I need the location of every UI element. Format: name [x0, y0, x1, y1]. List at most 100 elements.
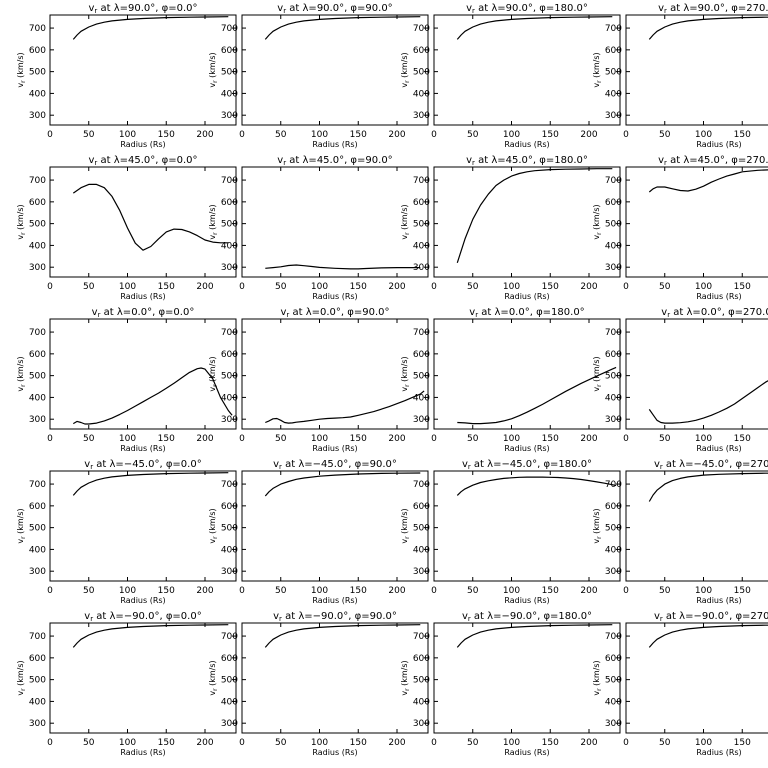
y-tick-label: 700: [413, 480, 430, 490]
x-tick-label: 100: [119, 434, 136, 444]
chart-title: vr at λ=−90.0°, φ=90.0°: [273, 611, 397, 623]
x-tick-label: 150: [734, 586, 751, 596]
chart-title: vr at λ=−45.0°, φ=180.0°: [462, 459, 592, 471]
x-tick-label: 150: [542, 130, 559, 140]
y-tick-label: 300: [413, 567, 430, 577]
y-tick-label: 700: [605, 480, 622, 490]
x-tick-label: 200: [580, 586, 597, 596]
x-tick-label: 50: [467, 282, 479, 292]
plot-frame: [49, 14, 237, 126]
x-tick-label: 100: [311, 738, 328, 748]
y-tick-label: 700: [605, 328, 622, 338]
x-tick-label: 150: [158, 130, 175, 140]
y-tick-label: 400: [29, 241, 46, 251]
x-tick-label: 50: [83, 130, 95, 140]
y-tick-label: 500: [413, 220, 430, 230]
x-tick-label: 0: [47, 738, 53, 748]
y-tick-label: 500: [605, 220, 622, 230]
x-tick-label: 100: [503, 282, 520, 292]
series-line: [648, 380, 768, 424]
y-tick-label: 500: [605, 372, 622, 382]
y-tick-label: 400: [605, 697, 622, 707]
x-axis-label: Radius (Rs): [504, 140, 549, 149]
y-tick-label: 700: [413, 24, 430, 34]
x-tick-label: 0: [431, 434, 437, 444]
x-tick-label: 200: [388, 738, 405, 748]
y-tick-label: 400: [29, 393, 46, 403]
y-tick-label: 400: [221, 545, 238, 555]
x-tick-label: 100: [695, 738, 712, 748]
x-tick-label: 50: [659, 130, 671, 140]
y-tick-label: 400: [605, 241, 622, 251]
x-tick-label: 150: [350, 434, 367, 444]
y-tick-label: 500: [29, 524, 46, 534]
series-line: [456, 624, 613, 648]
chart-title: vr at λ=−45.0°, φ=270.0°: [654, 459, 768, 471]
chart-title: vr at λ=0.0°, φ=90.0°: [280, 307, 389, 319]
y-tick-label: 700: [221, 176, 238, 186]
y-tick-label: 600: [605, 46, 622, 56]
y-axis-label: vr (km/s): [208, 356, 219, 391]
chart-title: vr at λ=0.0°, φ=270.0°: [661, 307, 768, 319]
y-tick-label: 600: [413, 654, 430, 664]
y-tick-label: 600: [221, 198, 238, 208]
y-tick-label: 500: [605, 68, 622, 78]
y-tick-label: 300: [221, 719, 238, 729]
y-tick-label: 300: [29, 567, 46, 577]
plot-frame: [433, 166, 621, 278]
y-tick-label: 400: [221, 393, 238, 403]
y-axis-label: vr (km/s): [400, 52, 411, 87]
y-axis-label: vr (km/s): [208, 660, 219, 695]
x-axis-label: Radius (Rs): [120, 596, 165, 605]
y-tick-label: 700: [413, 632, 430, 642]
y-tick-label: 600: [29, 46, 46, 56]
x-tick-label: 150: [158, 434, 175, 444]
x-tick-label: 200: [196, 282, 213, 292]
plot-frame: [49, 622, 237, 734]
y-axis-label: vr (km/s): [208, 204, 219, 239]
chart-title: vr at λ=45.0°, φ=0.0°: [88, 155, 197, 167]
y-tick-label: 300: [221, 415, 238, 425]
y-tick-label: 400: [221, 697, 238, 707]
x-axis-label: Radius (Rs): [504, 444, 549, 453]
x-tick-label: 200: [196, 434, 213, 444]
x-tick-label: 200: [388, 282, 405, 292]
x-axis-label: Radius (Rs): [696, 444, 741, 453]
x-tick-label: 150: [158, 738, 175, 748]
plot-frame: [433, 622, 621, 734]
x-tick-label: 200: [580, 282, 597, 292]
plot-frame: [49, 470, 237, 582]
y-axis-label: vr (km/s): [16, 356, 27, 391]
x-tick-label: 150: [350, 282, 367, 292]
x-tick-label: 0: [239, 130, 245, 140]
x-tick-label: 150: [350, 130, 367, 140]
x-tick-label: 100: [311, 586, 328, 596]
x-tick-label: 50: [83, 738, 95, 748]
plot-frame: [241, 166, 429, 278]
x-tick-label: 0: [431, 282, 437, 292]
plot-frame: [433, 14, 621, 126]
x-tick-label: 50: [83, 586, 95, 596]
x-tick-label: 50: [275, 282, 287, 292]
y-tick-label: 600: [221, 502, 238, 512]
y-tick-label: 600: [413, 46, 430, 56]
series-line: [264, 16, 421, 40]
x-tick-label: 200: [196, 130, 213, 140]
y-axis-label: vr (km/s): [400, 204, 411, 239]
x-tick-label: 200: [196, 738, 213, 748]
y-axis-label: vr (km/s): [592, 52, 603, 87]
y-tick-label: 700: [29, 24, 46, 34]
y-axis-label: vr (km/s): [592, 660, 603, 695]
plot-frame: [241, 470, 429, 582]
x-tick-label: 0: [431, 586, 437, 596]
y-tick-label: 600: [29, 198, 46, 208]
plot-frame: [241, 318, 429, 430]
x-tick-label: 200: [580, 738, 597, 748]
